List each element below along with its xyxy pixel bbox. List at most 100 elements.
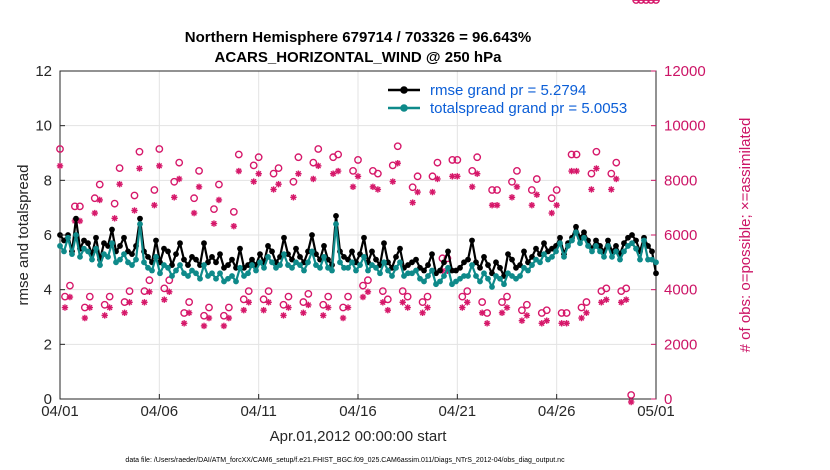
data-point-totalspread bbox=[269, 259, 275, 266]
data-point-rmse bbox=[349, 248, 355, 255]
obs-possible-marker bbox=[403, 292, 412, 301]
data-point-totalspread bbox=[237, 264, 243, 271]
data-point-rmse bbox=[305, 248, 311, 255]
obs-assimilated-marker bbox=[210, 220, 218, 227]
obs-possible-marker bbox=[622, 284, 631, 293]
data-point-rmse bbox=[493, 259, 499, 266]
data-point-totalspread bbox=[397, 259, 403, 266]
data-point-totalspread bbox=[609, 253, 615, 260]
obs-assimilated-marker bbox=[548, 209, 555, 217]
obs-assimilated-marker bbox=[598, 299, 605, 306]
data-point-totalspread bbox=[129, 262, 135, 268]
obs-possible-marker bbox=[135, 147, 144, 156]
obs-assimilated-marker bbox=[508, 194, 516, 201]
obs-possible-marker bbox=[110, 199, 119, 208]
data-point-rmse bbox=[197, 262, 203, 268]
obs-assimilated-marker bbox=[126, 299, 133, 306]
data-point-totalspread bbox=[185, 273, 191, 279]
obs-assimilated-marker bbox=[136, 165, 143, 172]
obs-possible-marker bbox=[284, 292, 293, 301]
data-point-totalspread bbox=[117, 256, 123, 263]
data-point-totalspread bbox=[405, 270, 411, 277]
data-point-totalspread bbox=[177, 262, 183, 268]
obs-assimilated-marker bbox=[603, 296, 610, 303]
obs-possible-marker bbox=[170, 177, 179, 186]
data-point-totalspread bbox=[337, 259, 343, 266]
obs-assimilated-marker bbox=[106, 304, 113, 311]
obs-possible-marker bbox=[413, 172, 422, 181]
obs-possible-marker bbox=[463, 287, 472, 296]
obs-assimilated-marker bbox=[260, 306, 267, 314]
data-point-rmse bbox=[541, 240, 547, 247]
obs-possible-marker bbox=[364, 276, 372, 285]
obs-possible-marker bbox=[508, 177, 516, 186]
data-point-rmse bbox=[173, 251, 179, 258]
obs-possible-marker bbox=[155, 145, 164, 153]
data-point-totalspread bbox=[57, 243, 63, 249]
obs-possible-marker bbox=[547, 194, 556, 203]
data-file-footnote: data file: /Users/raeder/DAI/ATM_forcXX/… bbox=[125, 457, 565, 464]
data-point-totalspread bbox=[445, 264, 451, 271]
data-point-totalspread bbox=[553, 248, 559, 255]
y-tick-label-left: 8 bbox=[44, 172, 52, 189]
obs-possible-marker bbox=[572, 150, 581, 159]
obs-possible-marker bbox=[408, 183, 417, 192]
y-tick-label-right: 12000 bbox=[664, 63, 706, 80]
x-tick-label: 05/01 bbox=[637, 403, 675, 420]
data-point-totalspread bbox=[253, 267, 259, 274]
obs-possible-marker bbox=[577, 303, 586, 312]
obs-assimilated-marker bbox=[469, 183, 476, 191]
data-point-rmse bbox=[153, 237, 159, 244]
obs-assimilated-marker bbox=[483, 320, 491, 327]
data-point-totalspread bbox=[97, 262, 103, 268]
obs-assimilated-marker bbox=[185, 309, 193, 316]
y-tick-label-left: 12 bbox=[35, 63, 52, 80]
obs-assimilated-marker bbox=[111, 215, 118, 222]
data-point-totalspread bbox=[305, 259, 311, 266]
data-point-rmse bbox=[217, 251, 223, 258]
obs-assimilated-marker bbox=[205, 314, 213, 322]
x-tick-label: 04/21 bbox=[439, 403, 477, 420]
data-point-totalspread bbox=[441, 273, 447, 279]
data-point-rmse bbox=[381, 240, 387, 247]
data-point-totalspread bbox=[357, 262, 363, 268]
data-point-totalspread bbox=[437, 278, 443, 285]
obs-possible-marker bbox=[493, 186, 501, 194]
data-point-rmse bbox=[397, 245, 403, 252]
obs-possible-marker bbox=[66, 281, 74, 290]
obs-possible-marker bbox=[185, 298, 194, 306]
obs-assimilated-marker bbox=[414, 188, 421, 196]
obs-assimilated-marker bbox=[320, 312, 327, 319]
data-point-totalspread bbox=[489, 284, 495, 290]
y-tick-label-right: 2000 bbox=[664, 336, 697, 353]
data-point-rmse bbox=[73, 215, 79, 222]
obs-assimilated-marker bbox=[573, 167, 580, 175]
obs-possible-marker bbox=[324, 292, 333, 301]
obs-possible-marker bbox=[299, 298, 308, 306]
data-point-rmse bbox=[481, 253, 487, 260]
axis-ticks: 04/01 04/06 04/11 04/16 04/21 04/26 05/0102468… bbox=[35, 63, 705, 420]
obs-possible-marker bbox=[75, 202, 84, 211]
obs-possible-marker bbox=[95, 180, 104, 189]
obs-assimilated-marker bbox=[613, 175, 620, 183]
data-point-totalspread bbox=[541, 251, 547, 258]
data-point-totalspread bbox=[589, 248, 595, 255]
y-tick-label-left: 0 bbox=[44, 391, 52, 408]
obs-assimilated-marker bbox=[503, 304, 511, 311]
obs-possible-marker bbox=[289, 177, 298, 186]
data-point-rmse bbox=[369, 248, 375, 255]
data-point-totalspread bbox=[573, 229, 579, 236]
data-point-totalspread bbox=[213, 275, 219, 282]
y-tick-label-left: 6 bbox=[44, 227, 52, 244]
obs-assimilated-marker bbox=[399, 299, 406, 306]
data-point-totalspread bbox=[281, 251, 287, 258]
grid bbox=[60, 71, 656, 399]
x-tick-label: 04/01 bbox=[41, 403, 79, 420]
data-point-totalspread bbox=[333, 221, 339, 227]
data-point-rmse bbox=[333, 212, 339, 219]
data-point-totalspread bbox=[157, 270, 163, 277]
legend-spread-marker bbox=[400, 104, 408, 112]
data-point-totalspread bbox=[477, 278, 483, 285]
legend-rmse-marker bbox=[400, 86, 408, 94]
obs-assimilated-marker bbox=[171, 194, 178, 201]
